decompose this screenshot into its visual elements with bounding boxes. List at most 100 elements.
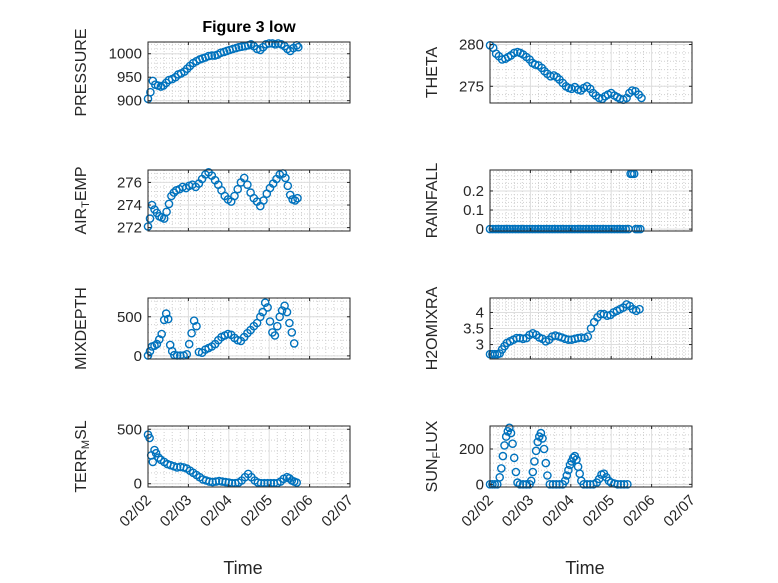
data-point	[548, 479, 558, 489]
y-tick-label: 0	[134, 348, 142, 365]
data-point	[499, 224, 509, 234]
y-tick-label: 0.1	[463, 202, 484, 219]
y-tick-label: 275	[459, 78, 484, 95]
x-tick-label: 02/02	[458, 492, 497, 531]
data-point	[243, 180, 252, 189]
data-point	[506, 428, 516, 438]
subplot-pressure: 900 950 1000 PRESSURE	[73, 28, 351, 117]
data-point	[618, 224, 628, 234]
data-point	[277, 306, 287, 315]
data-point	[583, 332, 593, 341]
data-point	[598, 224, 608, 234]
data-point	[292, 478, 302, 487]
data-point	[633, 224, 643, 234]
data-point	[560, 476, 570, 486]
data-point	[488, 479, 497, 489]
x-tick-label: 02/07	[318, 492, 357, 531]
data-point	[505, 224, 515, 234]
data-point	[263, 303, 272, 312]
data-point	[293, 42, 303, 52]
y-tick-label: 4	[476, 304, 484, 321]
data-point	[621, 224, 631, 234]
data-point	[533, 224, 543, 234]
subplot-air_temp: 272 274 276 AIRTEMP	[73, 166, 351, 237]
y-tick-label: 500	[117, 421, 142, 438]
data-point	[530, 457, 539, 466]
data-point	[541, 458, 551, 468]
data-point	[145, 433, 154, 443]
data-point	[500, 441, 509, 450]
x-axis-label: Time	[223, 558, 262, 578]
y-tick-label: 280	[459, 37, 484, 54]
data-point	[518, 479, 528, 489]
y-axis-label: H2OMIXRA	[424, 286, 441, 370]
data-point	[530, 60, 540, 69]
series-h2omixra	[485, 300, 644, 359]
x-tick-label: 02/02	[116, 492, 155, 531]
y-tick-label: 0	[134, 476, 142, 493]
data-point	[159, 81, 168, 90]
data-point	[151, 448, 161, 458]
data-point	[290, 196, 300, 205]
series-pressure	[143, 39, 303, 104]
x-tick-label: 02/04	[539, 492, 578, 531]
y-tick-label: 200	[459, 441, 484, 458]
data-point	[182, 349, 192, 359]
x-tick-label: 02/07	[660, 492, 699, 531]
y-tick-label: 900	[117, 93, 142, 110]
data-point	[233, 184, 242, 194]
y-axis-label: TERRMSL	[73, 420, 92, 492]
figure-title: Figure 3 low	[202, 19, 296, 36]
data-point	[187, 328, 196, 338]
data-point	[285, 190, 295, 200]
data-point	[562, 471, 572, 480]
y-tick-label: 272	[117, 220, 142, 237]
data-point	[272, 321, 282, 331]
data-point	[539, 224, 549, 234]
data-point	[161, 309, 171, 318]
data-point	[154, 453, 163, 462]
subplots: 900 950 1000 PRESSURE 275 280 THETA 272 274 276 AI…	[73, 28, 699, 578]
data-point	[230, 191, 239, 201]
y-tick-label: 3	[476, 337, 484, 354]
data-point	[163, 314, 173, 324]
data-point	[539, 444, 549, 454]
data-point	[623, 479, 632, 489]
axes-frame	[489, 41, 693, 104]
data-point	[285, 318, 294, 328]
data-point	[146, 87, 155, 97]
data-point	[601, 224, 611, 234]
data-point	[281, 173, 290, 183]
data-point	[528, 224, 537, 234]
axes-frame	[147, 297, 351, 360]
axes-frame	[147, 41, 351, 104]
subplot-sun_flux: 0 200 SUNFLUX 02/02 02/03 02/04 02/05 02/06 02/0…	[424, 420, 699, 578]
data-point	[581, 224, 591, 234]
y-tick-label: 3.5	[463, 321, 484, 338]
data-point	[515, 479, 525, 489]
subplot-terr_msl: 0 500 TERRMSL 02/02 02/03 02/04 02/05 02/06 02/0…	[73, 420, 357, 578]
data-point	[593, 224, 602, 234]
data-point	[550, 224, 560, 234]
data-point	[602, 311, 612, 321]
data-point	[145, 346, 155, 356]
data-point	[255, 312, 265, 322]
data-point	[604, 224, 614, 234]
y-tick-label: 276	[117, 174, 142, 191]
data-point	[189, 316, 199, 326]
y-tick-label: 0	[476, 221, 484, 238]
data-point	[280, 41, 289, 51]
data-point	[637, 93, 646, 103]
series-theta	[485, 41, 646, 104]
data-point	[498, 451, 508, 461]
data-point	[531, 446, 541, 456]
data-point	[264, 39, 274, 48]
data-point	[619, 479, 629, 489]
y-axis-label: MIXDEPTH	[73, 287, 90, 370]
data-point	[536, 428, 546, 438]
data-point	[536, 224, 546, 234]
data-point	[564, 335, 573, 345]
y-axis-label: PRESSURE	[73, 28, 90, 116]
x-tick-label: 02/03	[499, 492, 538, 531]
axes-frame	[489, 425, 693, 488]
